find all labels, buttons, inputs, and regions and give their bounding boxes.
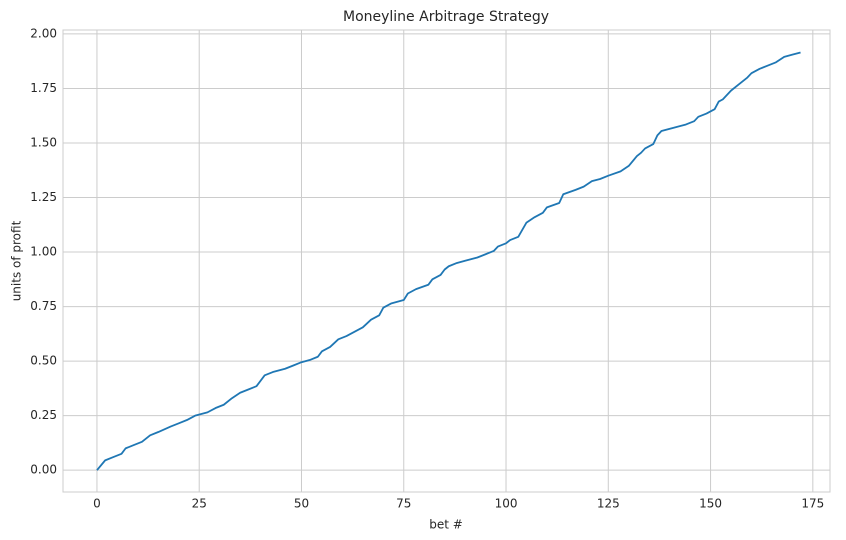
y-tick-label: 1.25	[30, 190, 57, 204]
chart-title: Moneyline Arbitrage Strategy	[343, 9, 549, 25]
x-tick-label: 100	[495, 497, 518, 511]
y-tick-label: 0.25	[30, 408, 57, 422]
x-axis-label: bet #	[429, 518, 463, 532]
y-tick-label: 0.50	[30, 354, 57, 368]
y-axis-label: units of profit	[10, 220, 24, 301]
y-tick-label: 1.00	[30, 245, 57, 259]
x-tick-label: 25	[192, 497, 207, 511]
y-tick-label: 2.00	[30, 26, 57, 40]
x-tick-label: 50	[294, 497, 309, 511]
y-tick-label: 1.75	[30, 81, 57, 95]
x-tick-label: 0	[93, 497, 101, 511]
x-tick-label: 125	[597, 497, 620, 511]
y-tick-label: 1.50	[30, 135, 57, 149]
y-tick-label: 0.00	[30, 463, 57, 477]
x-tick-label: 150	[699, 497, 722, 511]
x-tick-label: 75	[396, 497, 411, 511]
x-tick-label: 175	[801, 497, 824, 511]
plot-frame	[62, 29, 831, 493]
line	[96, 51, 801, 471]
y-tick-label: 0.75	[30, 299, 57, 313]
